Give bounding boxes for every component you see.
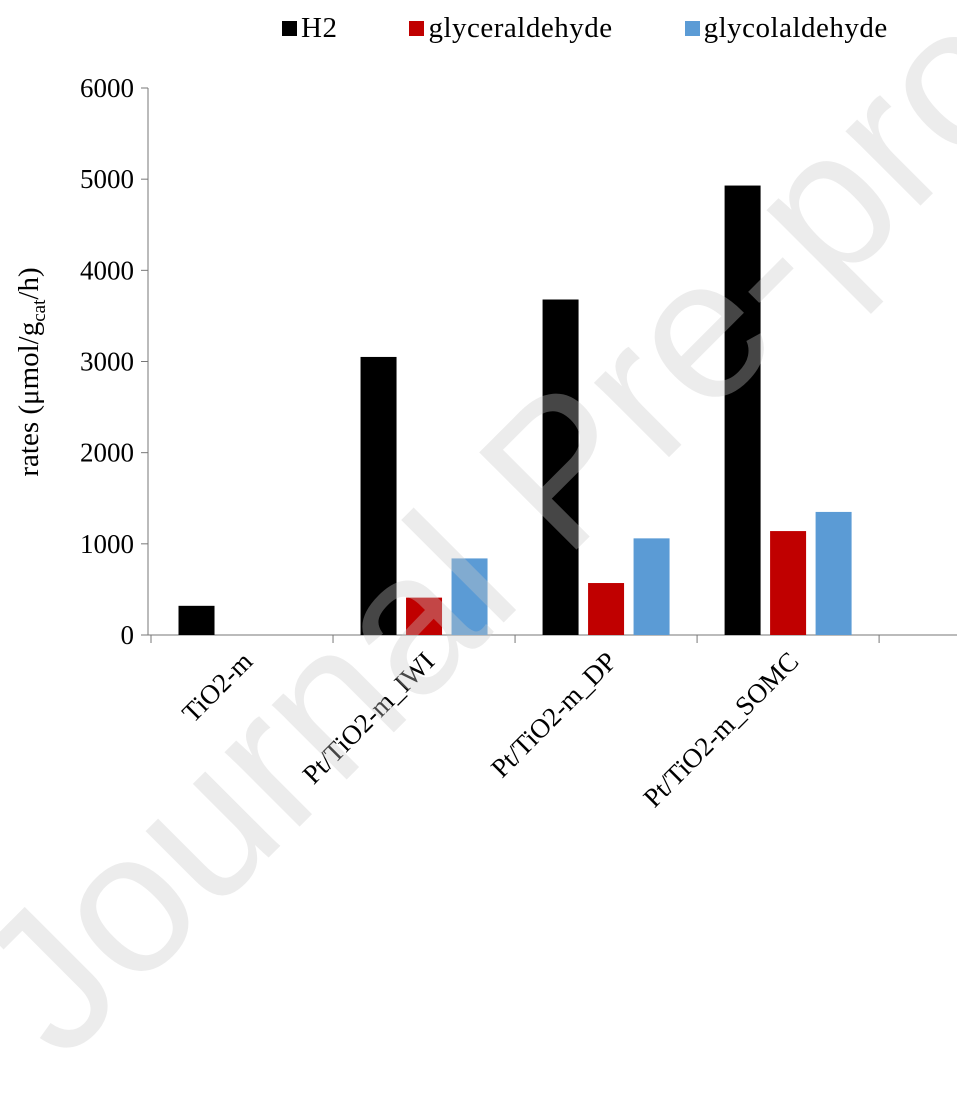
- legend-label-glyceraldehyde: glyceraldehyde: [428, 11, 613, 44]
- bar-glyceraldehyde-1: [406, 597, 443, 635]
- x-tick-label-2: Pt/TiO2-m_DP: [485, 646, 622, 783]
- legend: H2 glyceraldehyde glycolaldehyde: [282, 10, 888, 46]
- y-tick-label-2000: 2000: [80, 438, 134, 468]
- bar-glycolaldehyde-2: [633, 538, 670, 635]
- bar-h2-1: [360, 356, 397, 635]
- bar-h2-0: [178, 605, 215, 635]
- x-tick-label-0: TiO2-m: [176, 646, 258, 728]
- bar-glycolaldehyde-1: [451, 558, 488, 635]
- bar-glyceraldehyde-2: [588, 583, 625, 635]
- bar-chart: 0 1000 2000 3000 4000 5000 6000 TiO2-m Pt/TiO2-m…: [80, 73, 957, 813]
- legend-swatch-h2: [282, 20, 297, 36]
- x-tick-label-1: Pt/TiO2-m_IWI: [297, 646, 441, 790]
- y-tick-label-1000: 1000: [80, 529, 134, 559]
- legend-swatch-glycolaldehyde: [684, 20, 700, 36]
- legend-label-glycolaldehyde: glycolaldehyde: [703, 11, 888, 44]
- y-tick-label-3000: 3000: [80, 347, 134, 377]
- y-tick-label-4000: 4000: [80, 255, 134, 285]
- bar-h2-2: [542, 299, 579, 635]
- bar-h2-3: [724, 185, 761, 635]
- legend-item-glyceraldehyde: glyceraldehyde: [409, 12, 612, 45]
- y-tick-label-6000: 6000: [80, 73, 134, 103]
- bar-glyceraldehyde-3: [770, 531, 807, 635]
- legend-swatch-glyceraldehyde: [409, 20, 425, 36]
- legend-item-h2: H2: [282, 12, 337, 45]
- x-tick-label-3: Pt/TiO2-m_SOMC: [637, 646, 804, 813]
- legend-item-glycolaldehyde: glycolaldehyde: [684, 11, 888, 45]
- y-tick-label-5000: 5000: [80, 164, 134, 194]
- y-tick-label-0: 0: [121, 620, 135, 650]
- bar-glycolaldehyde-3: [815, 511, 852, 635]
- legend-label-h2: H2: [301, 11, 338, 44]
